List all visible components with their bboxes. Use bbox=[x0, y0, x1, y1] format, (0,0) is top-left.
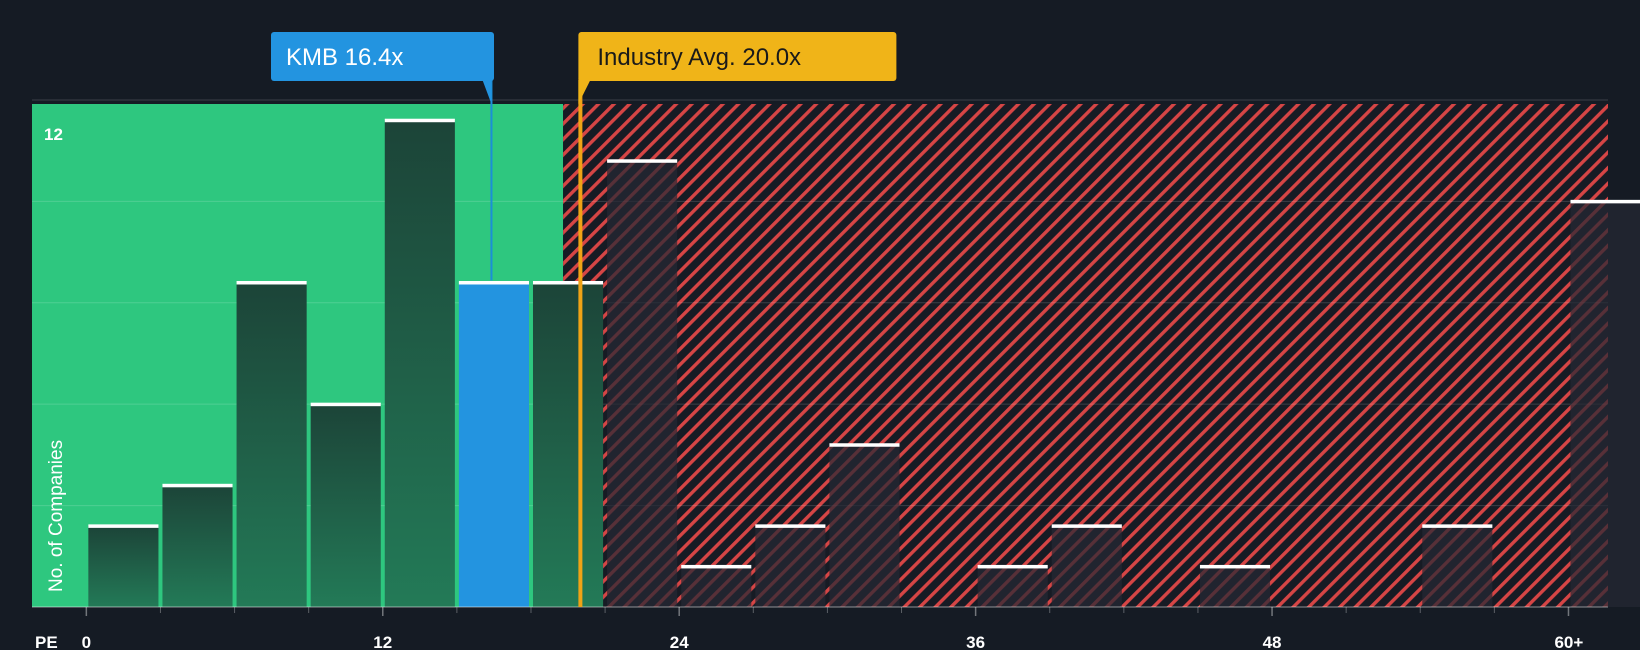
bar-cap bbox=[829, 443, 900, 447]
y-axis-label: No. of Companies bbox=[46, 440, 67, 592]
x-axis-ticks: 0 12 24 36 48 60+ bbox=[82, 607, 1583, 650]
bar bbox=[829, 444, 900, 607]
bar-cap bbox=[532, 280, 604, 285]
bar-cap bbox=[1199, 564, 1271, 569]
bar-cap bbox=[755, 524, 826, 528]
bar bbox=[236, 282, 307, 607]
bar-cap bbox=[1570, 199, 1640, 204]
bar-cap bbox=[236, 280, 307, 285]
bar-cap bbox=[977, 564, 1048, 569]
bar-cap bbox=[384, 118, 455, 123]
bar bbox=[1051, 525, 1122, 607]
x-axis-label: PE bbox=[35, 633, 58, 650]
bar bbox=[755, 525, 826, 607]
bar-cap bbox=[458, 280, 529, 285]
x-tick-label: 0 bbox=[82, 633, 91, 650]
bar bbox=[1422, 525, 1493, 607]
bar bbox=[88, 525, 159, 607]
overvalued-zone bbox=[563, 104, 1608, 607]
y-tick-label: 12 bbox=[44, 125, 63, 144]
bar bbox=[162, 485, 233, 607]
industry-callout-pointer bbox=[578, 80, 591, 104]
industry-callout-box bbox=[578, 32, 897, 81]
bar bbox=[384, 120, 455, 608]
bars bbox=[88, 118, 1640, 608]
bar-cap bbox=[162, 483, 233, 488]
bar bbox=[532, 282, 604, 607]
bar-cap bbox=[88, 524, 159, 528]
company-callout-pointer bbox=[482, 80, 492, 104]
y-axis-ticks: 12 bbox=[44, 125, 63, 144]
bar-cap bbox=[1051, 524, 1122, 528]
bar bbox=[310, 404, 381, 607]
company-callout-box bbox=[271, 32, 494, 81]
company-callout-label: KMB 16.4x bbox=[286, 44, 403, 71]
company-callout: KMB 16.4x bbox=[271, 32, 494, 104]
company-bar bbox=[458, 282, 529, 607]
bar bbox=[681, 566, 752, 607]
industry-callout: Industry Avg. 20.0x bbox=[578, 32, 897, 104]
industry-callout-label: Industry Avg. 20.0x bbox=[597, 44, 801, 71]
bar-cap bbox=[681, 564, 752, 569]
bar bbox=[1570, 201, 1640, 607]
x-tick-label: 60+ bbox=[1554, 633, 1583, 650]
industry-avg-marker-line bbox=[578, 78, 583, 607]
bar-cap bbox=[1422, 524, 1493, 528]
bar-cap bbox=[607, 159, 678, 163]
x-tick-label: 24 bbox=[670, 633, 689, 650]
bar-cap bbox=[310, 402, 381, 407]
x-tick-label: 48 bbox=[1263, 633, 1282, 650]
bar bbox=[1199, 566, 1271, 607]
x-tick-label: 36 bbox=[966, 633, 985, 650]
bar bbox=[977, 566, 1048, 607]
bar bbox=[607, 160, 678, 607]
x-tick-label: 12 bbox=[373, 633, 392, 650]
